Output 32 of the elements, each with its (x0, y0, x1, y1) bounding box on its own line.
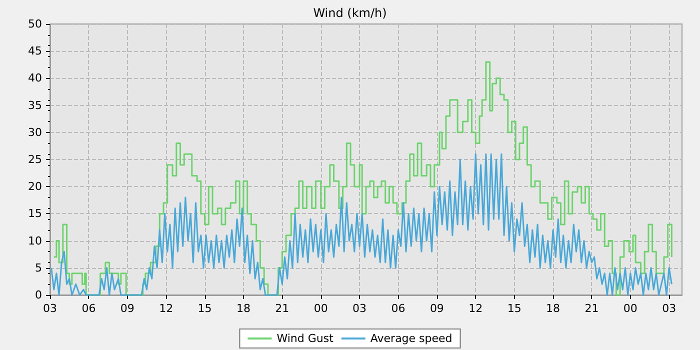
x-tick-label: 06 (391, 302, 406, 315)
x-tick-label: 15 (507, 302, 522, 315)
x-tick-label: 00 (623, 302, 638, 315)
legend-label: Wind Gust (276, 332, 334, 345)
y-tick-label: 35 (28, 98, 42, 112)
chart-title: Wind (km/h) (313, 6, 387, 20)
x-tick-label: 03 (662, 302, 676, 315)
line-series (50, 153, 672, 296)
y-tick-label: 40 (28, 72, 42, 85)
y-tick-label: 15 (28, 207, 42, 220)
x-tick-label: 12 (468, 302, 483, 315)
y-tick-label: 10 (28, 234, 42, 248)
y-tick-label: 25 (28, 153, 42, 166)
x-tick-label: 21 (584, 302, 599, 315)
x-tick-label: 06 (82, 302, 96, 315)
x-tick-label: 21 (275, 302, 290, 315)
y-tick-label: 0 (35, 288, 42, 302)
x-tick-label: 12 (159, 302, 174, 315)
y-tick-label: 50 (28, 18, 42, 30)
x-tick-label: 18 (546, 302, 560, 315)
x-tick-label: 00 (314, 302, 328, 315)
y-tick-label: 20 (28, 180, 42, 194)
x-tick-label: 18 (236, 302, 250, 315)
x-tick-label: 03 (352, 302, 367, 315)
y-tick-label: 30 (28, 126, 42, 139)
x-tick-label: 09 (120, 302, 134, 315)
x-tick-label: 15 (198, 302, 212, 315)
x-tick-label: 09 (430, 302, 444, 315)
y-tick-label: 45 (28, 44, 42, 58)
y-tick-label: 5 (35, 261, 42, 274)
x-tick-label: 03 (43, 302, 57, 315)
legend-label: Average speed (370, 332, 452, 345)
